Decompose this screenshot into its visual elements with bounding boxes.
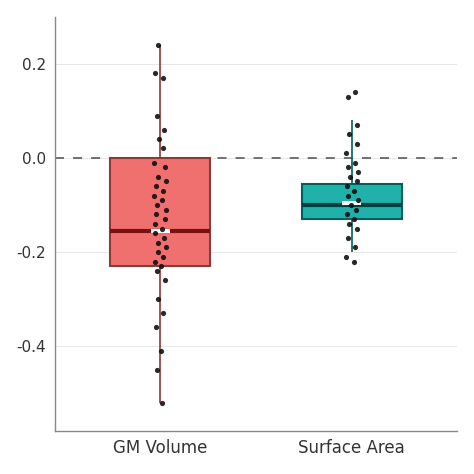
Point [155, 135, 163, 143]
Point [153, 267, 161, 275]
Point [355, 168, 362, 176]
Point [352, 206, 360, 213]
Point [344, 210, 351, 218]
Point [346, 130, 353, 138]
Bar [342, 201, 362, 204]
Point [345, 192, 352, 200]
Point [160, 187, 167, 195]
Point [150, 192, 158, 200]
Point [151, 258, 159, 265]
Point [343, 182, 351, 190]
Point [158, 197, 166, 204]
Point [159, 74, 167, 82]
Bar [302, 184, 402, 219]
Point [343, 253, 350, 261]
Point [161, 164, 169, 171]
Point [152, 182, 160, 190]
Point [160, 310, 167, 317]
Point [354, 225, 361, 232]
Point [151, 220, 158, 228]
Point [353, 140, 360, 147]
Point [157, 263, 165, 270]
Point [351, 244, 359, 251]
Bar [110, 158, 210, 266]
Point [346, 173, 354, 181]
Point [158, 225, 165, 232]
Point [159, 145, 166, 152]
Point [345, 220, 353, 228]
Point [154, 366, 161, 374]
Point [154, 239, 162, 246]
Point [153, 112, 161, 119]
Point [154, 295, 161, 303]
Point [154, 173, 161, 181]
Point [344, 234, 352, 242]
Point [155, 248, 162, 256]
Point [351, 88, 359, 96]
Point [152, 324, 160, 331]
Point [158, 399, 166, 407]
Point [163, 244, 170, 251]
Point [161, 276, 169, 284]
Point [152, 229, 159, 237]
Point [161, 215, 169, 223]
Point [153, 210, 160, 218]
Point [161, 126, 168, 134]
Point [347, 201, 355, 209]
Point [154, 201, 161, 209]
Point [151, 69, 159, 77]
Point [350, 215, 358, 223]
Point [162, 178, 170, 185]
Point [351, 159, 359, 166]
Point [354, 121, 361, 129]
Bar [151, 229, 170, 233]
Point [150, 159, 157, 166]
Point [353, 178, 361, 185]
Point [344, 93, 351, 100]
Point [157, 347, 165, 355]
Point [342, 149, 350, 157]
Point [160, 234, 168, 242]
Point [159, 253, 167, 261]
Point [344, 164, 352, 171]
Point [162, 206, 169, 213]
Point [351, 187, 358, 195]
Point [350, 258, 357, 265]
Point [354, 197, 362, 204]
Point [154, 41, 162, 49]
